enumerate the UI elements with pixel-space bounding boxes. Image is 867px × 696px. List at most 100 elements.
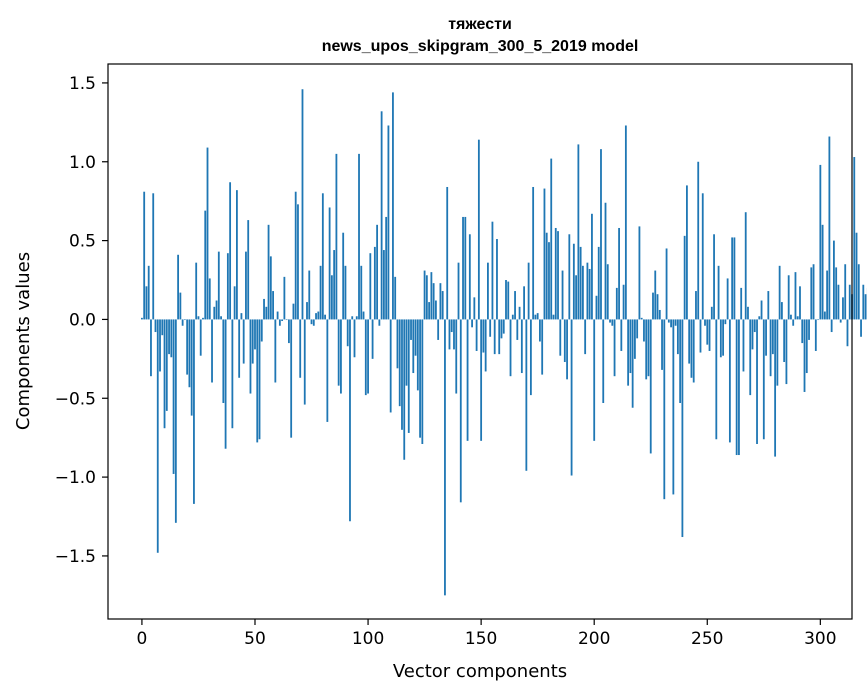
bar xyxy=(715,319,718,440)
bar xyxy=(765,319,767,356)
bar xyxy=(297,204,299,320)
bar xyxy=(844,264,847,320)
bar xyxy=(656,294,659,320)
bar xyxy=(647,319,650,377)
bar xyxy=(518,306,521,320)
bar xyxy=(747,306,749,320)
bar xyxy=(516,319,519,340)
bar xyxy=(344,265,347,320)
bar xyxy=(265,306,268,320)
bar xyxy=(695,291,697,320)
bar xyxy=(774,319,777,457)
bar xyxy=(254,319,256,350)
bar xyxy=(364,319,367,396)
bar xyxy=(195,262,198,320)
bar xyxy=(536,313,539,320)
bar xyxy=(387,125,390,320)
bar xyxy=(554,227,557,320)
bar xyxy=(163,319,166,429)
bar xyxy=(812,264,815,320)
bar xyxy=(570,319,573,476)
bar xyxy=(441,291,444,320)
bar xyxy=(541,319,544,375)
bar xyxy=(792,319,795,326)
bar xyxy=(561,270,564,320)
bar xyxy=(251,319,254,364)
bar xyxy=(505,280,507,320)
bar xyxy=(172,319,175,474)
bar xyxy=(713,234,715,320)
bar xyxy=(423,270,426,320)
bar xyxy=(425,275,428,320)
bar xyxy=(559,319,562,356)
bar xyxy=(236,190,238,320)
bar xyxy=(600,149,602,320)
bar xyxy=(170,319,173,358)
bar xyxy=(321,193,324,320)
bar xyxy=(674,319,677,326)
bar xyxy=(419,319,421,438)
bar xyxy=(168,319,170,355)
bar xyxy=(523,286,525,320)
bar xyxy=(493,319,496,355)
bar xyxy=(453,319,455,350)
bar xyxy=(588,268,591,320)
x-tick-label: 300 xyxy=(804,629,836,649)
bar xyxy=(351,316,354,320)
bar xyxy=(367,319,369,394)
x-tick-label: 200 xyxy=(578,629,610,649)
bar xyxy=(464,216,467,320)
bar xyxy=(283,276,286,320)
bar xyxy=(482,319,485,353)
bar xyxy=(204,210,207,320)
x-tick-label: 100 xyxy=(352,629,384,649)
bar xyxy=(353,319,356,358)
bar xyxy=(672,319,675,495)
bar xyxy=(602,319,605,403)
bar xyxy=(756,319,758,444)
bar xyxy=(645,319,648,380)
bar xyxy=(805,319,808,374)
bar xyxy=(152,193,155,320)
bar xyxy=(679,319,682,403)
bar xyxy=(751,319,754,350)
bar xyxy=(335,153,338,320)
bar xyxy=(416,319,419,391)
bar xyxy=(247,220,250,320)
bar xyxy=(303,319,306,405)
x-axis-label: Vector components xyxy=(393,661,567,682)
bar xyxy=(444,319,446,596)
bar xyxy=(814,319,817,351)
bar xyxy=(229,182,232,320)
bar xyxy=(663,319,666,500)
bar xyxy=(828,136,831,320)
bar xyxy=(315,313,317,320)
bar xyxy=(183,319,186,321)
bar xyxy=(767,291,770,320)
bar xyxy=(224,319,227,449)
bar xyxy=(857,264,860,320)
bar xyxy=(701,193,704,320)
bar xyxy=(459,319,462,503)
bar xyxy=(604,202,607,320)
bar xyxy=(692,319,695,383)
bar xyxy=(548,242,550,320)
bar xyxy=(199,319,202,356)
bar xyxy=(407,319,410,433)
bar xyxy=(611,319,614,326)
bar xyxy=(143,191,146,320)
bar xyxy=(742,319,745,372)
bar xyxy=(346,319,349,347)
bar xyxy=(448,319,451,350)
bar xyxy=(618,227,620,320)
bar xyxy=(823,311,826,320)
bar xyxy=(670,319,672,328)
bar xyxy=(154,319,157,333)
bar xyxy=(733,237,736,320)
bar xyxy=(211,319,213,383)
bar xyxy=(665,248,668,320)
bar xyxy=(860,319,862,337)
bar xyxy=(787,275,790,320)
bar xyxy=(731,237,734,320)
